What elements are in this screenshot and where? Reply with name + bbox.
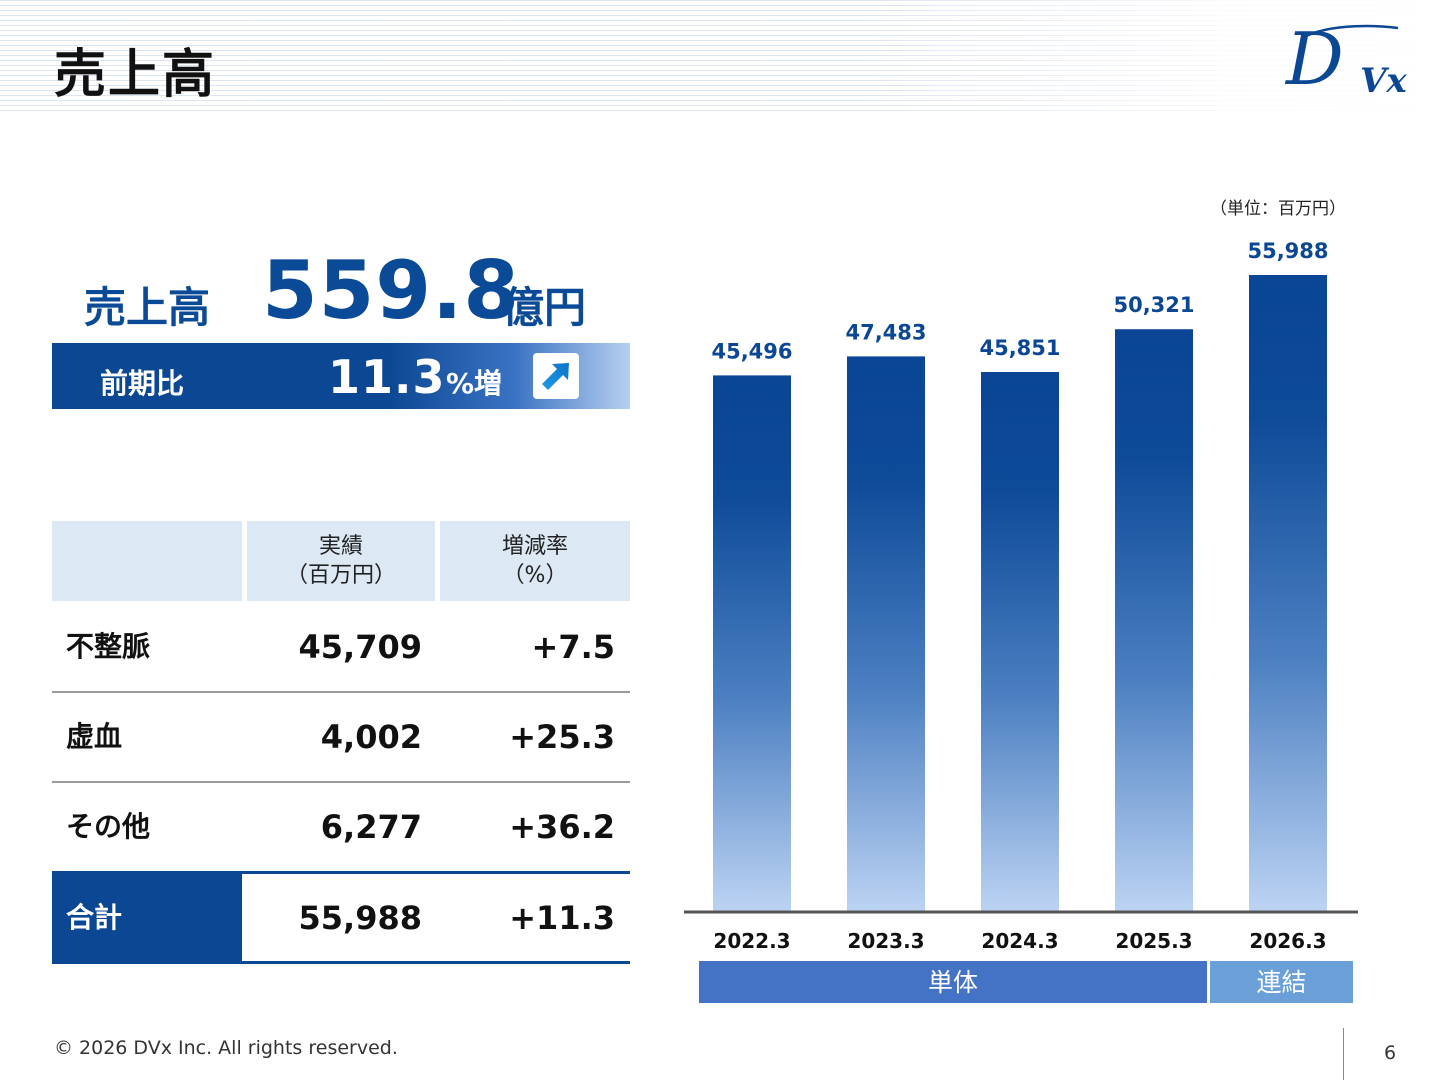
x-tick-label: 2024.3 [981,929,1058,953]
x-tick-label: 2025.3 [1115,929,1192,953]
page-number: 6 [1384,1042,1397,1064]
table-row: 虚血 4,002 +25.3 [52,693,630,783]
x-tick-label: 2022.3 [713,929,790,953]
table-header-rate: 増減率 （%） [440,521,630,601]
x-tick-label: 2026.3 [1249,929,1326,953]
kpi-value: 559.8 [262,244,521,337]
table-header-blank [52,521,242,601]
yoy-value: 11.3 [328,350,446,404]
row-value: 45,709 [298,628,422,666]
row-rate: +25.3 [509,718,615,756]
arrow-up-right-icon [533,353,579,399]
bar-2023.3 [847,356,925,911]
total-name: 合計 [66,901,123,934]
table-header-actual: 実績 （百万円） [247,521,435,601]
bar-2024.3 [981,372,1059,911]
svg-text:Vx: Vx [1360,61,1407,100]
bar-value-label: 55,988 [1247,239,1328,263]
segment-label: 単体 [928,968,978,997]
row-value: 6,277 [320,808,422,846]
row-rate: +36.2 [509,808,615,846]
bar-value-label: 45,496 [711,339,792,363]
bar-2025.3 [1115,329,1193,912]
yoy-unit: %増 [446,367,503,400]
dvx-logo: D Vx [1284,20,1407,100]
header-band [0,0,1440,112]
x-tick-label: 2023.3 [847,929,924,953]
table-total-row: 合計 55,988 +11.3 [52,871,630,964]
total-name-box [52,874,242,961]
row-name: その他 [66,810,151,843]
chart-unit-note: （単位：百万円） [1210,199,1346,219]
segment-band [1210,961,1353,1003]
bar-2022.3 [713,375,791,912]
bar-value-label: 45,851 [979,336,1060,360]
total-rate: +11.3 [509,899,615,937]
total-value: 55,988 [298,899,422,937]
footer-divider [1343,1028,1344,1080]
bar-value-label: 50,321 [1113,293,1194,317]
row-name: 虚血 [66,720,123,753]
bar-2026.3 [1249,275,1327,911]
kpi-unit: 億円 [502,283,587,332]
row-name: 不整脈 [66,630,151,663]
table-row: 不整脈 45,709 +7.5 [52,603,630,693]
copyright: © 2026 DVx Inc. All rights reserved. [54,1037,398,1059]
row-rate: +7.5 [531,628,616,666]
segment-band [699,961,1207,1003]
page-title: 売上高 [54,45,217,105]
yoy-label: 前期比 [100,367,185,400]
kpi-label: 売上高 [84,283,211,332]
bar-value-label: 47,483 [845,320,926,344]
row-value: 4,002 [320,718,422,756]
segment-label: 連結 [1256,968,1306,997]
